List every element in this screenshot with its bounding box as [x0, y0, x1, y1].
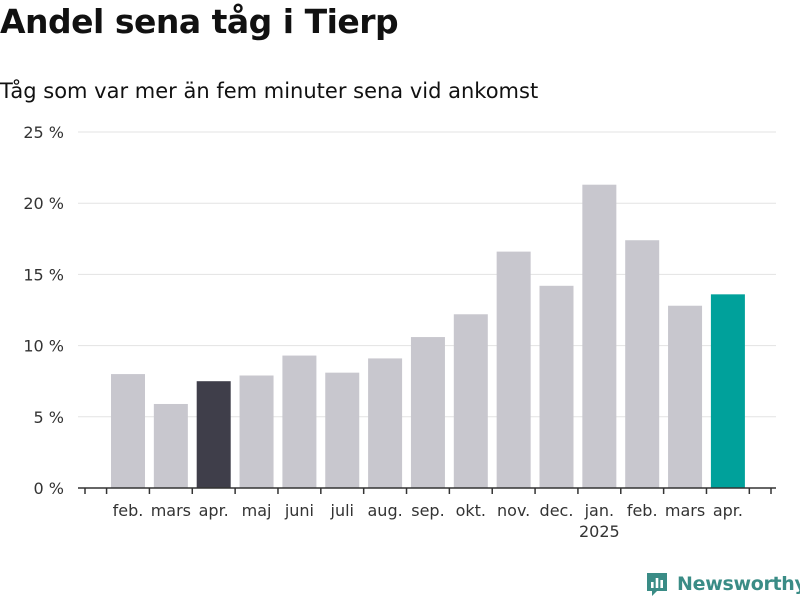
- x-tick-label: aug.: [368, 501, 403, 520]
- x-tick-label: jan.: [584, 501, 614, 520]
- bar: [668, 305, 703, 488]
- bar: [282, 355, 317, 488]
- bar: [196, 381, 231, 488]
- bar: [496, 251, 531, 488]
- bar: [539, 285, 574, 488]
- y-tick-label: 20 %: [23, 194, 64, 213]
- x-tick-label: juni: [284, 501, 314, 520]
- bar: [410, 337, 445, 488]
- newsworthy-logo-icon: [647, 573, 667, 596]
- bar: [325, 372, 360, 488]
- y-tick-label: 15 %: [23, 265, 64, 284]
- x-tick-label: mars: [665, 501, 705, 520]
- bar: [582, 184, 617, 489]
- bar: [153, 403, 188, 488]
- chart-title: Andel sena tåg i Tierp: [0, 2, 399, 41]
- y-tick-label: 5 %: [34, 408, 64, 427]
- x-tick-label: apr.: [713, 501, 743, 520]
- x-tick-label: dec.: [540, 501, 574, 520]
- x-tick-label: sep.: [411, 501, 444, 520]
- bar: [111, 374, 145, 488]
- x-tick-label: apr.: [199, 501, 229, 520]
- x-year-label: 2025: [579, 522, 620, 541]
- x-tick-label: feb.: [627, 501, 658, 520]
- x-tick-label: mars: [151, 501, 191, 520]
- brand-logo[interactable]: Newsworthy: [645, 569, 800, 599]
- y-tick-label: 25 %: [23, 123, 64, 142]
- bar: [368, 358, 403, 488]
- x-tick-label: juli: [330, 501, 354, 520]
- x-tick-label: feb.: [113, 501, 144, 520]
- x-tick-label: okt.: [456, 501, 486, 520]
- brand-name: Newsworthy: [677, 573, 800, 595]
- x-tick-label: nov.: [497, 501, 530, 520]
- y-tick-label: 10 %: [23, 337, 64, 356]
- chart-subtitle: Tåg som var mer än fem minuter sena vid …: [0, 79, 539, 103]
- x-tick-label: maj: [242, 501, 272, 520]
- y-tick-label: 0 %: [34, 479, 64, 498]
- bar: [453, 314, 488, 488]
- bar: [710, 294, 745, 488]
- bar: [625, 240, 660, 488]
- bar: [239, 375, 274, 488]
